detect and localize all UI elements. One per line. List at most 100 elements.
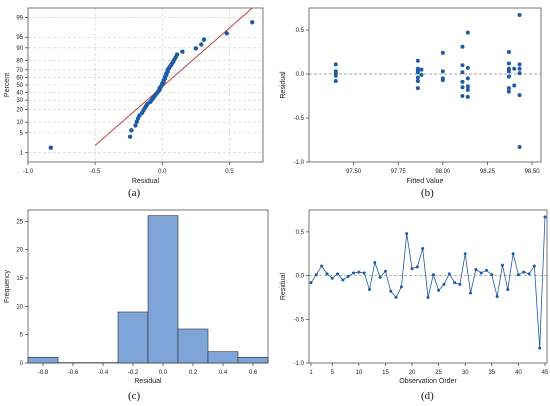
y-tick-label: 0.0 xyxy=(296,72,305,78)
x-tick-label: 0.4 xyxy=(219,370,228,376)
y-tick-label: 0.5 xyxy=(296,28,305,34)
data-point xyxy=(460,63,465,68)
data-point xyxy=(465,76,470,81)
data-point xyxy=(309,281,313,285)
normal-fit-line xyxy=(94,7,253,146)
histogram-bar xyxy=(117,311,149,364)
data-point xyxy=(485,268,488,272)
plot-frame xyxy=(308,209,548,364)
x-axis-label: Residual xyxy=(134,378,162,385)
data-point xyxy=(522,270,526,274)
data-point xyxy=(511,252,515,256)
data-point xyxy=(383,269,387,273)
x-axis-label: Fitted Value xyxy=(407,178,444,185)
y-tick-label: 40 xyxy=(16,90,23,96)
y-tick-label: -1.0 xyxy=(294,160,305,166)
data-point xyxy=(180,49,185,54)
y-tick-label: 0.5 xyxy=(296,230,305,236)
data-point xyxy=(419,67,424,72)
data-point xyxy=(330,276,334,280)
x-tick-label: 0.0 xyxy=(159,370,168,376)
data-point xyxy=(333,79,338,84)
data-point xyxy=(512,83,517,88)
data-point xyxy=(421,246,425,250)
data-point xyxy=(415,86,420,91)
y-tick-label: 30 xyxy=(16,98,23,104)
y-tick-label: 25 xyxy=(16,219,23,225)
panel-d-residuals-vs-order: 0.5 0.0 -0.5 -1.0 1 5 10 15 20 25 30 35 40 45 Observat… xyxy=(275,205,550,387)
data-point xyxy=(127,134,133,139)
data-point xyxy=(516,273,520,277)
data-point xyxy=(495,295,499,299)
x-tick-label: 15 xyxy=(382,370,389,376)
data-point xyxy=(341,278,345,282)
x-tick-label: 25 xyxy=(435,370,442,376)
histogram-bar xyxy=(177,328,209,364)
residuals-versus-fits-plot: 97.50 97.75 98.00 98.25 98.50 0.5 0.0 -0.5 -1.0 F… xyxy=(280,7,542,185)
x-tick-label: -0.8 xyxy=(38,370,49,376)
data-point xyxy=(399,285,403,289)
data-point xyxy=(500,263,504,267)
x-tick-label: -0.2 xyxy=(128,370,139,376)
data-point xyxy=(465,30,470,35)
x-tick-label: -0.5 xyxy=(90,169,101,175)
data-point xyxy=(506,61,511,66)
data-point xyxy=(506,288,510,292)
residuals-versus-order-plot: 0.50.0-0.5-1.01 5 10 15 20 25 30 35 40 45Observat… xyxy=(280,209,549,385)
data-point xyxy=(314,273,318,277)
data-point xyxy=(512,66,517,71)
data-point xyxy=(405,232,409,236)
data-point xyxy=(389,289,393,293)
data-point xyxy=(48,145,54,150)
data-point xyxy=(410,267,414,271)
y-tick-label: 90 xyxy=(16,46,23,52)
histogram-bar xyxy=(147,215,179,364)
data-point xyxy=(368,288,371,292)
plot-frame xyxy=(27,7,264,163)
x-tick-label: 97.50 xyxy=(346,169,362,175)
y-tick-label: 50 xyxy=(16,83,23,89)
data-point xyxy=(543,215,547,219)
x-tick-label: 1 xyxy=(309,370,313,376)
x-tick-label: 35 xyxy=(488,370,495,376)
data-point xyxy=(362,271,366,275)
x-tick-label: 20 xyxy=(409,370,416,376)
data-point xyxy=(378,275,382,279)
data-point xyxy=(357,270,361,274)
data-point xyxy=(506,50,511,54)
caption-b: (b) xyxy=(421,187,434,199)
x-tick-label: -0.6 xyxy=(68,370,79,376)
y-axis-label: Residual xyxy=(280,71,287,99)
y-tick-label: 99 xyxy=(16,15,23,21)
data-point xyxy=(426,295,430,299)
y-tick-label: 20 xyxy=(16,248,23,254)
y-tick-label: 15 xyxy=(16,276,23,282)
data-point xyxy=(199,42,204,47)
data-point xyxy=(460,94,465,98)
x-tick-label: 97.75 xyxy=(391,169,407,175)
x-tick-label: 30 xyxy=(462,370,469,376)
data-point xyxy=(373,260,377,264)
data-point xyxy=(415,265,419,269)
data-point xyxy=(517,62,522,67)
data-point xyxy=(431,273,435,277)
plot-frame xyxy=(308,7,542,163)
y-tick-label: 5 xyxy=(20,131,24,137)
data-point xyxy=(465,87,470,92)
data-point xyxy=(440,78,445,83)
y-tick-label: 60 xyxy=(16,76,23,82)
data-point xyxy=(174,52,180,57)
y-tick-label: 1 xyxy=(20,151,24,157)
x-tick-label: -1.0 xyxy=(23,169,34,175)
data-point xyxy=(133,123,138,128)
x-tick-label: 0.0 xyxy=(158,169,167,175)
data-point xyxy=(415,79,420,84)
panel-a-probability-plot: -1.0 -0.5 0.0 0.5 1 5 10 20 30 40 50 60 70 80 90 95 99 Re… xyxy=(0,0,272,185)
x-tick-label: 45 xyxy=(542,370,549,376)
data-point xyxy=(469,291,473,295)
data-point xyxy=(479,271,483,275)
y-tick-label: 0.0 xyxy=(296,274,305,280)
data-point xyxy=(320,264,324,268)
data-point xyxy=(442,282,446,286)
